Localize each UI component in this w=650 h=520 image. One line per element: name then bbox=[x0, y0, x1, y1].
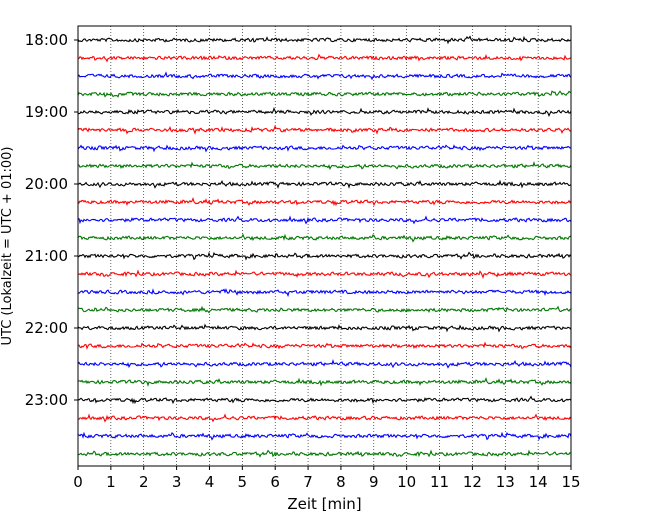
vertical-gridlines bbox=[110, 26, 539, 466]
trace-2115 bbox=[77, 269, 572, 280]
trace-1800 bbox=[77, 35, 572, 45]
x-tick-label: 11 bbox=[430, 473, 449, 491]
trace-2015 bbox=[77, 196, 572, 207]
y-tick-label: 20:00 bbox=[25, 175, 68, 193]
trace-2145 bbox=[77, 305, 572, 314]
x-tick-label: 15 bbox=[561, 473, 580, 491]
trace-2300 bbox=[77, 395, 572, 405]
x-tick-label: 9 bbox=[369, 473, 379, 491]
trace-2315 bbox=[77, 413, 572, 423]
x-tick-label: 14 bbox=[529, 473, 548, 491]
x-tick-label: 0 bbox=[73, 473, 83, 491]
y-tick-label: 18:00 bbox=[25, 31, 68, 49]
trace-1845 bbox=[77, 90, 572, 98]
trace-1915 bbox=[77, 125, 572, 135]
x-tick-label: 5 bbox=[238, 473, 248, 491]
x-axis-label: Zeit [min] bbox=[287, 495, 361, 513]
x-tick-label: 12 bbox=[463, 473, 482, 491]
trace-1945 bbox=[77, 161, 572, 171]
x-tick-label: 3 bbox=[172, 473, 182, 491]
x-axis-ticks: 0 1 2 3 4 5 6 7 8 9 10 11 12 13 14 15 bbox=[73, 466, 581, 491]
trace-2215 bbox=[77, 341, 572, 350]
x-tick-label: 2 bbox=[139, 473, 149, 491]
plot-frame bbox=[77, 25, 572, 467]
trace-2000 bbox=[77, 179, 572, 189]
trace-2130 bbox=[77, 288, 572, 298]
trace-2230 bbox=[77, 359, 572, 369]
trace-1830 bbox=[77, 71, 572, 81]
trace-1930 bbox=[77, 144, 572, 153]
trace-1815 bbox=[77, 53, 572, 63]
seismic-traces bbox=[77, 35, 572, 458]
x-tick-label: 6 bbox=[270, 473, 280, 491]
trace-1900 bbox=[77, 107, 572, 118]
trace-2345 bbox=[77, 449, 572, 458]
trace-2045 bbox=[77, 233, 572, 243]
x-tick-label: 7 bbox=[303, 473, 313, 491]
y-tick-label: 19:00 bbox=[25, 103, 68, 121]
x-tick-label: 10 bbox=[397, 473, 416, 491]
trace-2030 bbox=[77, 215, 572, 225]
trace-2245 bbox=[77, 376, 572, 387]
trace-2100 bbox=[77, 251, 572, 261]
x-tick-label: 8 bbox=[336, 473, 346, 491]
trace-2200 bbox=[77, 323, 572, 333]
y-tick-label: 21:00 bbox=[25, 247, 68, 265]
y-tick-label: 22:00 bbox=[25, 319, 68, 337]
y-axis-label: UTC (Lokalzeit = UTC + 01:00) bbox=[0, 147, 15, 346]
trace-2330 bbox=[77, 431, 572, 441]
y-axis-ticks: 18:00 19:00 20:00 21:00 22:00 23:00 bbox=[25, 31, 78, 409]
y-tick-label: 23:00 bbox=[25, 391, 68, 409]
x-tick-label: 13 bbox=[496, 473, 515, 491]
x-tick-label: 1 bbox=[106, 473, 116, 491]
x-tick-label: 4 bbox=[205, 473, 215, 491]
